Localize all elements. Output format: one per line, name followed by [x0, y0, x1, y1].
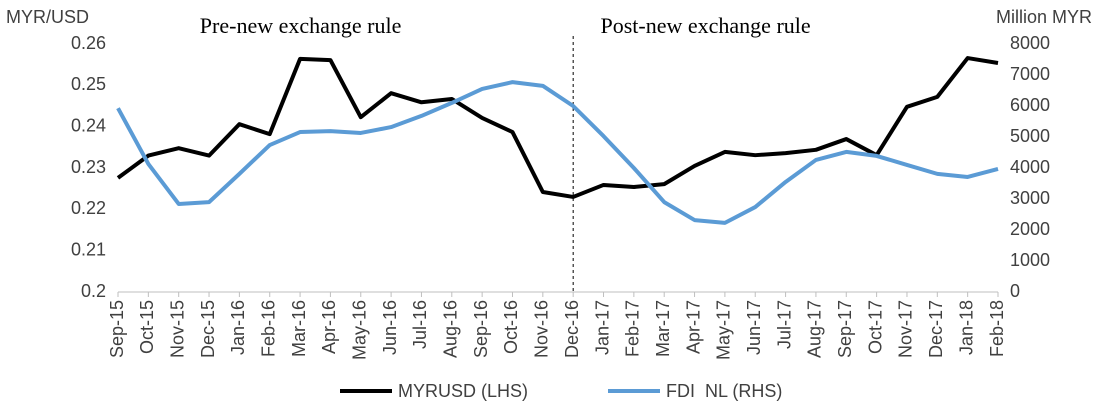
x-tick-label: Jul-16	[410, 300, 430, 349]
annotation: Pre-new exchange rule	[200, 13, 402, 38]
x-tick-label: Nov-16	[532, 300, 552, 358]
x-tick-label: Feb-16	[258, 300, 278, 357]
x-tick-label: Mar-17	[653, 300, 673, 357]
y-axis-label: MYR/USD	[6, 7, 89, 27]
y2-tick-label: 5000	[1010, 126, 1050, 146]
x-tick-label: Oct-17	[865, 300, 885, 354]
x-tick-label: Oct-16	[501, 300, 521, 354]
y-tick-label: 0.24	[71, 115, 106, 135]
y2-tick-label: 4000	[1010, 157, 1050, 177]
x-tick-label: Aug-16	[441, 300, 461, 358]
series-line	[116, 56, 999, 199]
x-tick-label: Aug-17	[805, 300, 825, 358]
x-tick-label: Mar-16	[289, 300, 309, 357]
x-tick-label: Sep-16	[471, 300, 491, 358]
x-tick-label: Dec-17	[926, 300, 946, 358]
y-tick-label: 0.25	[71, 74, 106, 94]
annotation: Post-new exchange rule	[601, 13, 811, 38]
x-tick-label: Jun-17	[744, 300, 764, 355]
y2-axis-label: Million MYR	[996, 7, 1092, 27]
x-tick-label: Jan-16	[228, 300, 248, 355]
x-tick-label: May-17	[714, 300, 734, 360]
x-tick-label: Sep-15	[107, 300, 127, 358]
x-tick-label: Jan-17	[592, 300, 612, 355]
y-tick-label: 0.26	[71, 33, 106, 53]
y2-tick-label: 7000	[1010, 64, 1050, 84]
y-tick-label: 0.2	[81, 281, 106, 301]
x-tick-label: Jul-17	[774, 300, 794, 349]
x-tick-label: Nov-17	[896, 300, 916, 358]
x-tick-label: Dec-16	[562, 300, 582, 358]
x-tick-label: Jan-18	[956, 300, 976, 355]
x-tick-label: Apr-17	[683, 300, 703, 354]
y-tick-label: 0.23	[71, 157, 106, 177]
y2-tick-label: 8000	[1010, 33, 1050, 53]
x-tick-label: Feb-17	[623, 300, 643, 357]
legend-label: FDI NL (RHS)	[666, 381, 782, 401]
y2-tick-label: 3000	[1010, 188, 1050, 208]
x-tick-label: Dec-15	[198, 300, 218, 358]
x-tick-label: Oct-15	[137, 300, 157, 354]
y2-tick-label: 6000	[1010, 95, 1050, 115]
x-tick-label: Sep-17	[835, 300, 855, 358]
y2-tick-label: 0	[1010, 281, 1020, 301]
y-tick-label: 0.22	[71, 198, 106, 218]
legend-label: MYRUSD (LHS)	[398, 381, 528, 401]
y-tick-label: 0.21	[71, 239, 106, 259]
y2-tick-label: 2000	[1010, 219, 1050, 239]
x-tick-label: Apr-16	[319, 300, 339, 354]
series-line	[116, 80, 999, 225]
y2-tick-label: 1000	[1010, 250, 1050, 270]
x-tick-label: May-16	[350, 300, 370, 360]
x-tick-label: Jun-16	[380, 300, 400, 355]
x-tick-label: Nov-15	[167, 300, 187, 358]
x-tick-label: Feb-18	[987, 300, 1007, 357]
